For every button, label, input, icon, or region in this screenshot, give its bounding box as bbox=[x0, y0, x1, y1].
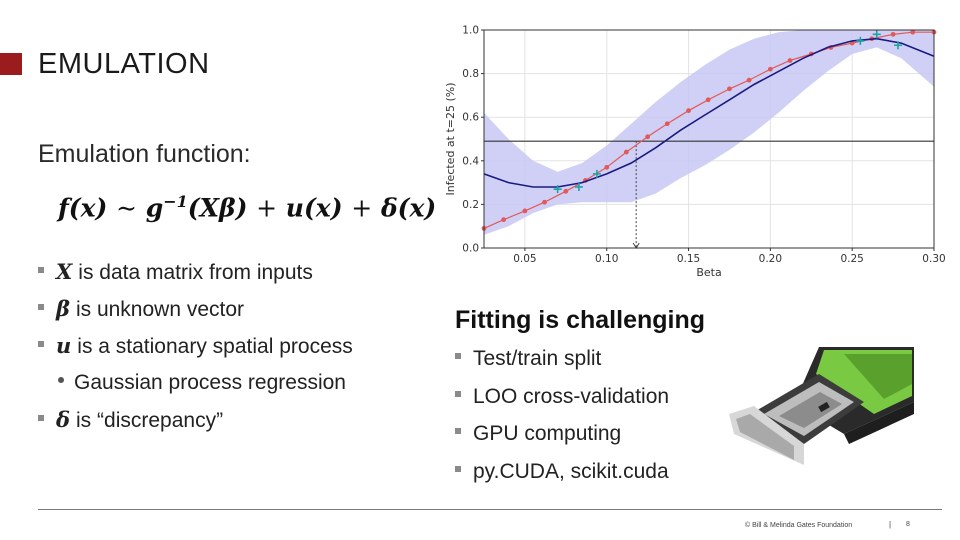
bullet-gpr: Gaussian process regression bbox=[38, 369, 353, 406]
x-tick-label: 0.10 bbox=[595, 253, 618, 265]
truth-point bbox=[727, 86, 732, 92]
x-tick-label: 0.25 bbox=[840, 253, 863, 265]
formula-g: g bbox=[145, 193, 164, 223]
y-tick-label: 0.4 bbox=[462, 155, 479, 167]
fitting-title: Fitting is challenging bbox=[455, 306, 705, 334]
fitting-item: LOO cross-validation bbox=[455, 383, 669, 421]
fitting-item-text: py.CUDA, scikit.cuda bbox=[473, 459, 669, 483]
x-tick-label: 0.05 bbox=[513, 253, 536, 265]
y-tick-label: 0.0 bbox=[462, 243, 479, 255]
fitting-item-text: LOO cross-validation bbox=[473, 384, 670, 408]
fitting-item: GPU computing bbox=[455, 420, 669, 458]
y-tick-label: 1.0 bbox=[462, 25, 479, 37]
fitting-item: py.CUDA, scikit.cuda bbox=[455, 458, 669, 496]
fitting-item: Test/train split bbox=[455, 345, 669, 383]
truth-point bbox=[746, 77, 752, 83]
square-bullet-icon bbox=[38, 267, 44, 274]
formula-lhs: f(x) bbox=[58, 193, 108, 223]
truth-point bbox=[604, 164, 610, 170]
footer-credit: © Bill & Melinda Gates Foundation bbox=[745, 522, 853, 529]
fitting-list: Test/train split LOO cross-validation GP… bbox=[455, 345, 669, 495]
training-point bbox=[592, 169, 601, 178]
confidence-band bbox=[484, 30, 934, 235]
training-point bbox=[872, 30, 881, 39]
y-axis-label: Infected at t=25 (%) bbox=[444, 82, 457, 195]
training-point bbox=[553, 185, 562, 194]
bullet-delta: δ is “discrepancy” bbox=[38, 406, 353, 443]
bullet-text: is “discrepancy” bbox=[76, 409, 224, 432]
truth-point bbox=[705, 97, 711, 103]
bullet-symbol: u bbox=[56, 333, 72, 358]
truth-point bbox=[910, 29, 916, 35]
plot-frame bbox=[483, 29, 935, 249]
formula-arg: (Xβ) bbox=[187, 193, 248, 223]
truth-point bbox=[686, 108, 691, 114]
y-tick-label: 0.8 bbox=[462, 68, 479, 80]
training-point bbox=[894, 41, 902, 50]
square-bullet-icon bbox=[455, 465, 461, 472]
footer-separator: | bbox=[889, 520, 892, 529]
training-point bbox=[574, 182, 583, 191]
formula-delta: δ(x) bbox=[380, 193, 437, 223]
square-bullet-icon bbox=[38, 341, 44, 348]
square-bullet-icon bbox=[38, 415, 44, 422]
round-bullet-icon bbox=[58, 377, 64, 384]
x-tick-label: 0.20 bbox=[759, 253, 782, 265]
bullet-text: is a stationary spatial process bbox=[77, 335, 353, 358]
truth-point bbox=[645, 134, 651, 140]
square-bullet-icon bbox=[38, 304, 44, 311]
truth-point bbox=[522, 208, 528, 214]
y-tick-label: 0.2 bbox=[462, 199, 479, 211]
gp-emulator-chart: 0.05 0.10 0.15 0.20 0.25 0.30 0.0 0.2 0.4 0.6 0.8 1… bbox=[444, 25, 946, 280]
bullet-symbol: δ bbox=[56, 407, 71, 432]
bullet-text: is unknown vector bbox=[75, 298, 245, 321]
square-bullet-icon bbox=[455, 353, 461, 360]
fitting-item-text: Test/train split bbox=[473, 347, 602, 370]
truth-point bbox=[664, 121, 670, 127]
truth-point bbox=[623, 149, 629, 155]
page-number: 8 bbox=[906, 521, 910, 528]
emulation-subtitle: Emulation function: bbox=[38, 140, 251, 168]
formula-plus-2: + bbox=[351, 193, 373, 223]
truth-point bbox=[501, 217, 507, 223]
truth-point bbox=[563, 188, 569, 194]
x-tick-label: 0.15 bbox=[677, 253, 700, 265]
x-tick-label: 0.30 bbox=[922, 253, 945, 265]
truth-point bbox=[890, 31, 896, 37]
bullet-beta: β is unknown vector bbox=[38, 295, 353, 332]
y-tick-label: 0.6 bbox=[462, 112, 479, 124]
formula-exp: −1 bbox=[163, 192, 188, 211]
bullet-symbol: β bbox=[56, 296, 70, 321]
formula-u: u(x) bbox=[285, 193, 343, 223]
bullet-symbol: X bbox=[56, 259, 73, 284]
formula-sim: ∼ bbox=[116, 193, 137, 223]
truth-point bbox=[787, 58, 793, 63]
gpu-card-image bbox=[729, 347, 914, 465]
bullet-u: u is a stationary spatial process bbox=[38, 332, 353, 369]
footer-divider bbox=[38, 509, 942, 510]
square-bullet-icon bbox=[455, 428, 461, 435]
square-bullet-icon bbox=[455, 390, 461, 397]
training-point bbox=[856, 36, 865, 45]
formula-plus-1: + bbox=[256, 193, 278, 223]
bullet-text: Gaussian process regression bbox=[74, 371, 346, 394]
truth-point bbox=[542, 199, 547, 205]
title-accent-bar bbox=[0, 53, 22, 75]
x-axis-label: Beta bbox=[696, 266, 721, 279]
slide-title: EMULATION bbox=[38, 48, 210, 80]
truth-point bbox=[767, 66, 773, 72]
emulation-formula: f(x) ∼ g−1(Xβ) + u(x) + δ(x) bbox=[58, 192, 436, 222]
bullet-text: is data matrix from inputs bbox=[78, 261, 313, 284]
fitting-item-text: GPU computing bbox=[473, 422, 622, 445]
